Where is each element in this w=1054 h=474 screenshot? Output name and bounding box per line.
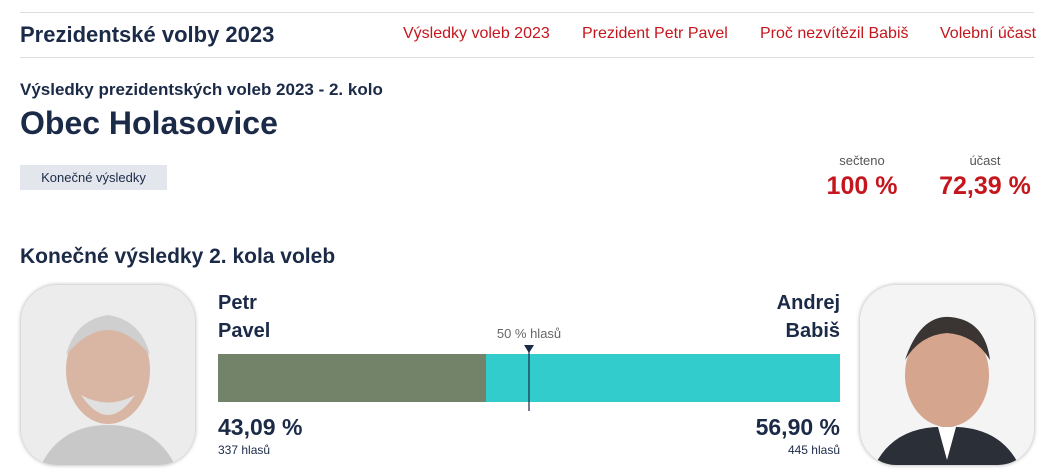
percent-label: 43,09 % [218, 414, 303, 440]
subtitle: Výsledky prezidentských voleb 2023 - 2. … [20, 80, 383, 99]
nav-link[interactable]: Proč nezvítězil Babiš [760, 25, 909, 42]
bar-segment [486, 354, 840, 402]
last-name: Pavel [218, 320, 271, 342]
section-heading: Konečné výsledky 2. kola voleb [20, 245, 336, 268]
result-bar [218, 354, 840, 402]
nav-link[interactable]: Volební účast [940, 25, 1037, 42]
candidate-name: Andrej Babiš [777, 289, 840, 345]
top-rule [20, 12, 1034, 13]
stat-label: sečteno [839, 153, 885, 168]
first-name: Petr [218, 292, 257, 314]
stat-value: 72,39 % [939, 172, 1031, 200]
site-title[interactable]: Prezidentské volby 2023 [20, 22, 275, 47]
nav-link[interactable]: Výsledky voleb 2023 [403, 25, 550, 42]
stat-label: účast [969, 153, 1001, 168]
photo-art [860, 285, 1034, 465]
votes-label: 337 hlasů [218, 443, 271, 457]
stat-value: 100 % [826, 172, 898, 200]
page-title: Obec Holasovice [20, 105, 278, 141]
percent-label: 56,90 % [755, 414, 840, 440]
first-name: Andrej [776, 292, 840, 314]
header-rule [20, 57, 1034, 58]
midpoint-marker [524, 345, 534, 411]
candidate-photo [860, 285, 1034, 465]
candidate-photo [21, 285, 195, 465]
photo-art [21, 285, 195, 465]
nav-link[interactable]: Prezident Petr Pavel [582, 25, 728, 42]
votes-label: 445 hlasů [787, 443, 840, 457]
bar-segment [218, 354, 487, 402]
last-name: Babiš [785, 320, 840, 342]
midpoint-label: 50 % hlasů [496, 326, 562, 341]
candidate-name: Petr Pavel [218, 289, 270, 345]
tag: Konečné výsledky [20, 165, 167, 190]
